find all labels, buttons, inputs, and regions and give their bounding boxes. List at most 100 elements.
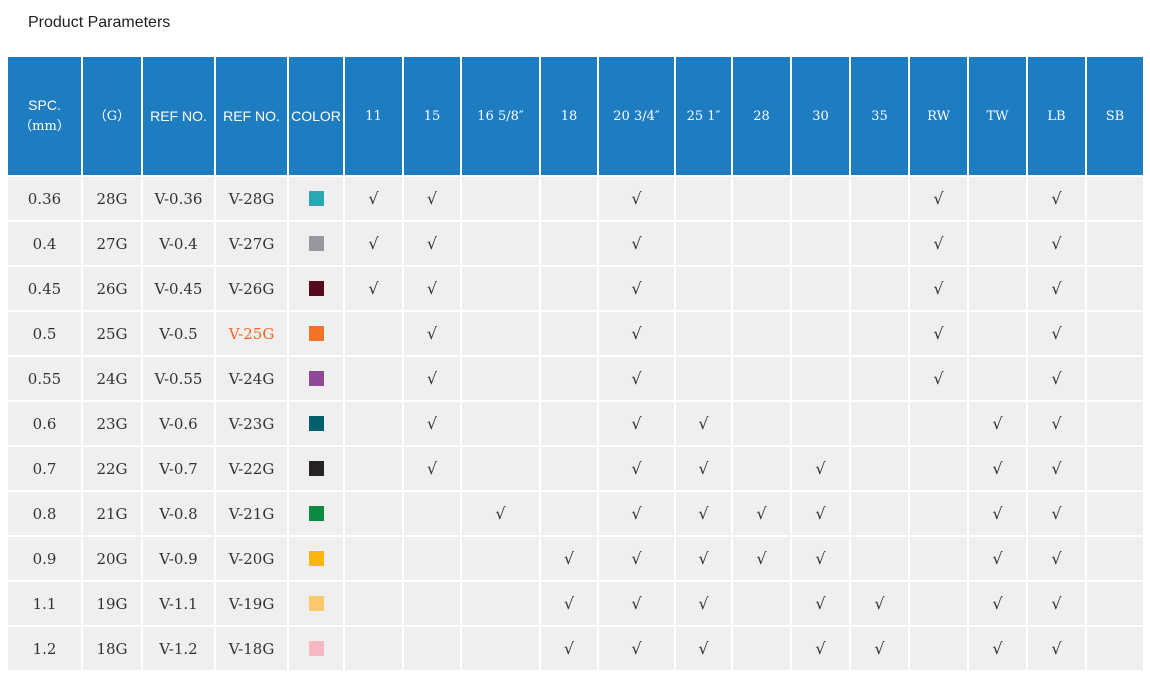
table-row: 0.4 27G V-0.4 V-27G √ √ √ √ √ (8, 222, 1143, 265)
check-cell-sb (1087, 627, 1143, 670)
column-header-label: 20 3/4″ (613, 108, 660, 124)
check-cell-c11 (345, 582, 402, 625)
check-cell-c18 (541, 267, 597, 310)
column-header-label: （G） (93, 108, 131, 124)
color-cell (289, 357, 343, 400)
check-cell-c18 (541, 357, 597, 400)
ref1-cell: V-1.2 (143, 627, 214, 670)
ref2-cell: V-26G (216, 267, 287, 310)
check-cell-c16 (462, 537, 539, 580)
color-cell (289, 312, 343, 355)
check-cell-c30 (792, 402, 849, 445)
check-cell-c35 (851, 267, 908, 310)
check-cell-sb (1087, 267, 1143, 310)
check-cell-c18 (541, 222, 597, 265)
column-header-ref1: REF NO. (143, 57, 214, 175)
color-swatch (308, 416, 324, 431)
check-cell-c28: √ (733, 492, 790, 535)
check-cell-c25 (676, 222, 731, 265)
column-header-c11: 11 (345, 57, 402, 175)
check-cell-c35: √ (851, 627, 908, 670)
check-cell-tw: √ (969, 492, 1026, 535)
ref2-cell: V-27G (216, 222, 287, 265)
spc-cell: 1.2 (8, 627, 81, 670)
table-row: 1.1 19G V-1.1 V-19G √ √ √ √ √ √ √ (8, 582, 1143, 625)
check-cell-lb: √ (1028, 177, 1085, 220)
color-swatch (308, 506, 324, 521)
column-header-label: REF NO. (150, 107, 207, 124)
check-cell-c16 (462, 177, 539, 220)
check-cell-c20: √ (599, 177, 674, 220)
check-cell-c28 (733, 582, 790, 625)
column-header-c30: 30 (792, 57, 849, 175)
column-header-lb: LB (1028, 57, 1085, 175)
color-cell (289, 537, 343, 580)
check-cell-c11: √ (345, 267, 402, 310)
table-body: 0.36 28G V-0.36 V-28G √ √ √ √ √ 0.4 27G V-0.4 V-27G √… (8, 177, 1143, 670)
check-cell-c15 (404, 492, 460, 535)
column-header-label: 15 (423, 108, 441, 124)
check-cell-c35 (851, 447, 908, 490)
spc-cell: 0.8 (8, 492, 81, 535)
check-cell-c16 (462, 582, 539, 625)
g-cell: 21G (83, 492, 141, 535)
check-cell-c28 (733, 447, 790, 490)
check-cell-c30: √ (792, 582, 849, 625)
column-header-sublabel: （mm） (19, 119, 70, 134)
check-cell-c28 (733, 177, 790, 220)
check-cell-c15 (404, 582, 460, 625)
spc-cell: 0.9 (8, 537, 81, 580)
check-cell-c30: √ (792, 447, 849, 490)
check-cell-c30: √ (792, 537, 849, 580)
check-cell-tw (969, 267, 1026, 310)
ref2-cell: V-21G (216, 492, 287, 535)
column-header-ref2: REF NO. (216, 57, 287, 175)
check-cell-c18 (541, 492, 597, 535)
column-header-c15: 15 (404, 57, 460, 175)
column-header-c20: 20 3/4″ (599, 57, 674, 175)
check-cell-tw: √ (969, 447, 1026, 490)
check-cell-sb (1087, 492, 1143, 535)
check-cell-c30 (792, 312, 849, 355)
check-cell-c28 (733, 222, 790, 265)
check-cell-sb (1087, 177, 1143, 220)
check-cell-c18 (541, 447, 597, 490)
page-title: Product Parameters (28, 14, 171, 31)
column-header-rw: RW (910, 57, 967, 175)
column-header-label: LB (1047, 108, 1066, 124)
check-cell-c15: √ (404, 267, 460, 310)
column-header-c18: 18 (541, 57, 597, 175)
check-cell-c25: √ (676, 582, 731, 625)
table-row: 0.45 26G V-0.45 V-26G √ √ √ √ √ (8, 267, 1143, 310)
check-cell-sb (1087, 312, 1143, 355)
color-cell (289, 402, 343, 445)
check-cell-c25: √ (676, 492, 731, 535)
check-cell-c11 (345, 312, 402, 355)
column-header-c16: 16 5/8″ (462, 57, 539, 175)
check-cell-c11 (345, 492, 402, 535)
check-cell-c28 (733, 312, 790, 355)
check-cell-sb (1087, 357, 1143, 400)
check-cell-c35 (851, 537, 908, 580)
table-row: 0.55 24G V-0.55 V-24G √ √ √ √ (8, 357, 1143, 400)
check-cell-c28 (733, 627, 790, 670)
check-cell-lb: √ (1028, 537, 1085, 580)
check-cell-c20: √ (599, 222, 674, 265)
color-cell (289, 177, 343, 220)
ref2-cell: V-23G (216, 402, 287, 445)
check-cell-c15 (404, 627, 460, 670)
check-cell-c35: √ (851, 582, 908, 625)
column-header-label: 30 (812, 108, 829, 124)
check-cell-c30: √ (792, 627, 849, 670)
check-cell-sb (1087, 222, 1143, 265)
ref1-cell: V-0.5 (143, 312, 214, 355)
check-cell-c16 (462, 312, 539, 355)
check-cell-c28 (733, 267, 790, 310)
check-cell-c18 (541, 177, 597, 220)
check-cell-c16 (462, 627, 539, 670)
g-cell: 28G (83, 177, 141, 220)
check-cell-c16 (462, 357, 539, 400)
check-cell-c30 (792, 357, 849, 400)
column-header-color: COLOR (289, 57, 343, 175)
